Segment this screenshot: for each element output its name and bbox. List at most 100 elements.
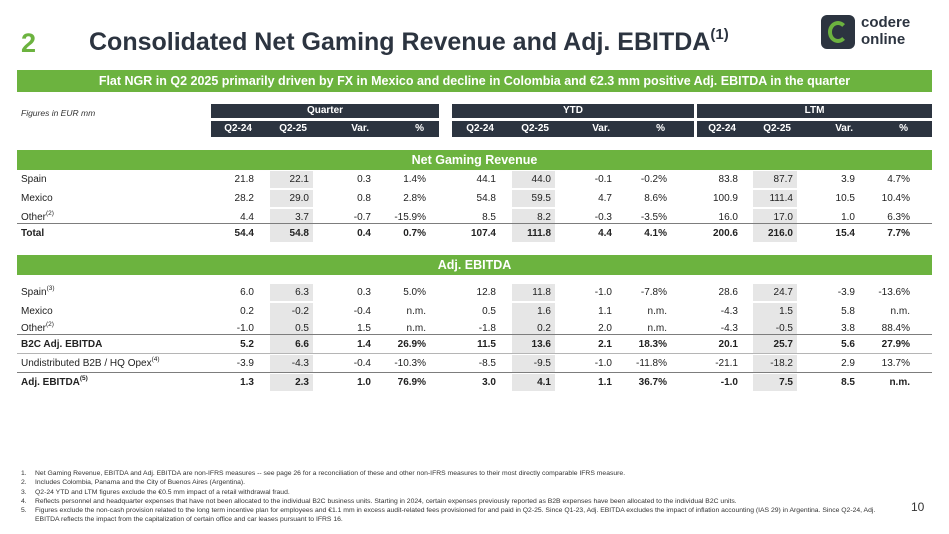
table-cell: 16.0 — [718, 212, 738, 223]
row-label-text: Spain — [21, 287, 47, 298]
table-cell: 83.8 — [718, 174, 738, 185]
table-cell: 4.1 — [537, 377, 551, 388]
table-cell: 8.6% — [644, 193, 667, 204]
row-footnote-marker: (3) — [46, 285, 55, 292]
row-label: Mexico — [21, 189, 53, 208]
footnote: 1. Net Gaming Revenue, EBITDA and Adj. EB… — [21, 469, 881, 478]
table-cell: 1.1 — [598, 377, 612, 388]
row-label-text: Spain — [21, 174, 47, 185]
footnote-text: Q2-24 YTD and LTM figures exclude the €0… — [35, 488, 290, 496]
table-row: Other(2) 4.4 3.7 -0.7 -15.9% 8.5 8.2 -0.3 -3.5% 1… — [17, 208, 932, 227]
table-cell: 54.4 — [234, 228, 254, 239]
table-cell: n.m. — [406, 323, 426, 334]
row-label: B2C Adj. EBITDA — [21, 335, 102, 354]
footnote-number: 3. — [21, 488, 27, 496]
table-cell: -3.9 — [236, 358, 254, 369]
footnote: 4. Reflects personnel and headquarter exp… — [21, 497, 881, 506]
table-row: Spain(3) 6.0 6.3 0.3 5.0% 12.8 11.8 -1.0 -7.8% 28… — [17, 283, 932, 302]
table-cell: 11.5 — [477, 339, 496, 350]
table-cell: 21.8 — [234, 174, 254, 185]
highlight-cell — [512, 336, 555, 353]
table-cell: -3.9 — [837, 287, 855, 298]
row-label-text: Mexico — [21, 306, 53, 317]
column-header: Var. — [835, 123, 853, 134]
table-cell: 24.7 — [773, 287, 793, 298]
table-cell: 1.6 — [537, 306, 551, 317]
table-cell: 17.0 — [773, 212, 793, 223]
table-cell: 3.9 — [841, 174, 855, 185]
table-cell: -10.3% — [394, 358, 426, 369]
table-cell: 26.9% — [397, 339, 426, 350]
table-cell: 11.8 — [532, 287, 551, 298]
highlight-cell — [512, 171, 555, 188]
table-cell: 44.0 — [531, 174, 551, 185]
highlight-cell — [512, 355, 555, 372]
table-cell: 1.3 — [240, 377, 254, 388]
table-cell: 88.4% — [881, 323, 910, 334]
table-cell: 54.8 — [289, 228, 309, 239]
table-cell: 4.4 — [598, 228, 612, 239]
row-footnote-marker: (4) — [151, 356, 160, 363]
table-cell: 3.8 — [841, 323, 855, 334]
highlight-cell — [753, 374, 797, 391]
table-cell: -1.0 — [594, 358, 612, 369]
highlight-cell — [512, 284, 555, 301]
table-cell: 0.5 — [482, 306, 496, 317]
highlight-cell — [270, 320, 313, 337]
table-cell: 111.8 — [527, 228, 551, 239]
table-cell: 6.6 — [295, 339, 309, 350]
table-cell: -0.4 — [353, 358, 371, 369]
table-cell: 5.6 — [841, 339, 855, 350]
table-cell: 2.0 — [598, 323, 612, 334]
table-cell: 0.4 — [357, 228, 371, 239]
row-label-text: Mexico — [21, 193, 53, 204]
table-cell: 2.8% — [403, 193, 426, 204]
table-cell: 3.0 — [482, 377, 496, 388]
table-cell: -7.8% — [640, 287, 667, 298]
highlight-cell — [512, 374, 555, 391]
page-number: 10 — [911, 500, 925, 514]
table-cell: 1.0 — [357, 377, 371, 388]
highlight-cell — [753, 284, 797, 301]
table-cell: -0.2% — [640, 174, 667, 185]
section-number: 2 — [21, 28, 37, 58]
table-cell: -3.5% — [640, 212, 667, 223]
group-header-ltm: LTM — [697, 104, 932, 118]
table-cell: 12.8 — [476, 287, 496, 298]
row-label-text: Other — [21, 212, 47, 223]
table-cell: 87.7 — [773, 174, 793, 185]
highlight-cell — [753, 190, 797, 207]
logo-text-line2: online — [861, 31, 906, 48]
table-cell: 28.2 — [234, 193, 254, 204]
table-cell: 29.0 — [289, 193, 309, 204]
table-cell: 20.1 — [718, 339, 738, 350]
row-footnote-marker: (2) — [46, 321, 54, 328]
table-cell: -11.8% — [636, 358, 667, 369]
footnote-text: Reflects personnel and headquarter expen… — [35, 497, 737, 505]
row-label: Adj. EBITDA(5) — [21, 373, 88, 392]
table-cell: 10.5 — [835, 193, 855, 204]
row-label: Total — [21, 224, 44, 243]
figures-unit-label: Figures in EUR mm — [21, 108, 96, 118]
table-cell: 1.1 — [598, 306, 612, 317]
footnote: 3. Q2-24 YTD and LTM figures exclude the … — [21, 488, 881, 497]
footnote-text: Figures exclude the non-cash provision r… — [35, 507, 876, 524]
column-header-bar-ltm: Q2-24 Q2-25 Var.% — [697, 121, 932, 137]
highlight-cell — [512, 190, 555, 207]
highlight-cell — [270, 336, 313, 353]
highlight-cell — [270, 209, 313, 226]
table-cell: 13.7% — [881, 358, 910, 369]
table-cell: 6.3 — [295, 287, 309, 298]
table-cell: 100.9 — [712, 193, 738, 204]
footnote-number: 2. — [21, 479, 27, 487]
table-cell: 8.5 — [841, 377, 855, 388]
column-header: Var. — [592, 123, 610, 134]
table-cell: -4.3 — [291, 358, 309, 369]
table-cell: 8.2 — [537, 212, 551, 223]
table-row: Other(2) -1.0 0.5 1.5 n.m. -1.8 0.2 2.0 n.m. -4.3… — [17, 319, 932, 338]
footnote-number: 1. — [21, 470, 27, 477]
table-cell: -0.7 — [353, 212, 371, 223]
table-row: Mexico 0.2 -0.2 -0.4 n.m. 0.5 1.6 1.1 n.m. -4.3 1.… — [17, 302, 932, 321]
table-cell: -9.5 — [533, 358, 551, 369]
highlight-cell — [512, 209, 555, 226]
